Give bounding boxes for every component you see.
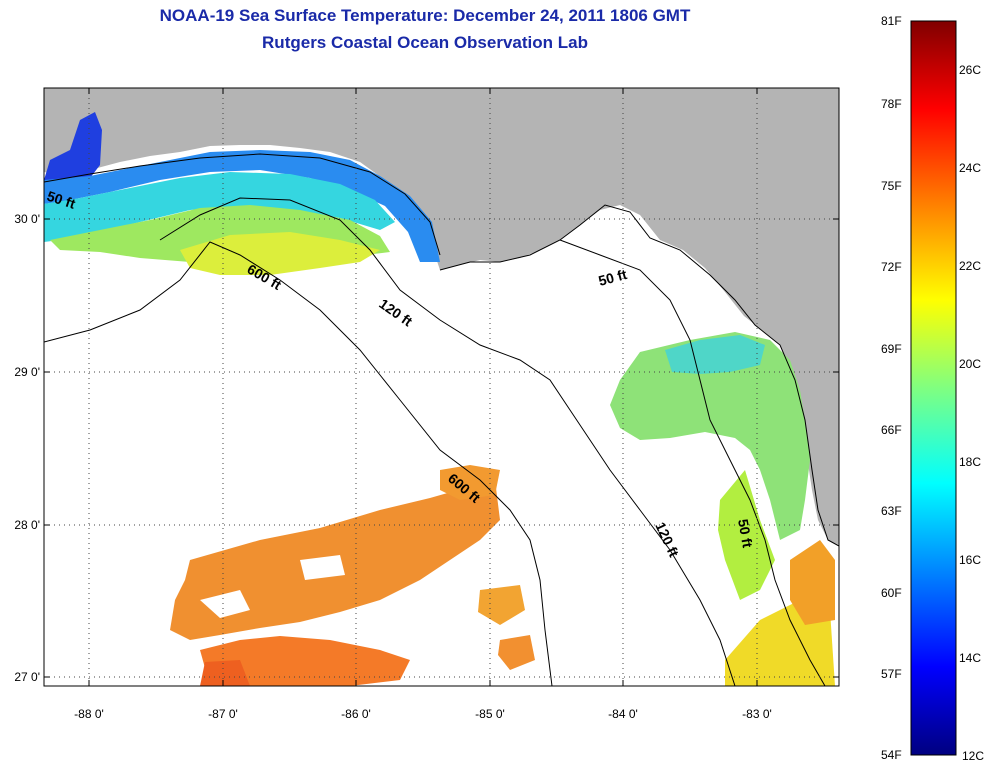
sst-shelf-yellow [180,232,380,275]
colorbar-label-f: 54F [881,748,902,762]
cloud-gap-2 [300,555,345,580]
colorbar-label-c: 24C [959,161,982,175]
colorbar-label-f: 69F [881,342,902,356]
sst-east-shelf-lime [718,470,775,600]
sst-nearshore-blue [44,150,440,262]
colorbar-label-c: 26C [959,63,982,77]
map-subtitle: Rutgers Coastal Ocean Observation Lab [262,33,588,52]
colorbar-label-f: 75F [881,179,902,193]
contour-600ft [44,241,553,686]
colorbar-label-f: 57F [881,667,902,681]
colorbar-label-f: 78F [881,97,902,111]
x-tick-label: -83 0' [742,707,772,721]
y-tick-label: 29 0' [14,365,40,379]
tick-marks [44,88,839,686]
colorbar-label-c: 22C [959,259,982,273]
sst-warm-patch-6 [498,635,535,670]
x-tick-label: -87 0' [208,707,238,721]
cloud-gap-1 [200,590,250,618]
contour-50ft-east [559,239,826,686]
x-tick-label: -84 0' [608,707,638,721]
colorbar-label-f: 81F [881,14,902,28]
x-tick-label: -86 0' [341,707,371,721]
contour-label-50ft-east: 50 ft [597,266,629,289]
contour-120ft [159,197,736,686]
x-tick-label: -88 0' [74,707,104,721]
map-border [43,87,840,687]
land-mass [44,88,839,545]
colorbar-label-f: 72F [881,260,902,274]
colorbar-label-c: 16C [959,553,982,567]
colorbar-label-c: 14C [959,651,982,665]
sst-warm-patch-3 [200,660,250,686]
map-title: NOAA-19 Sea Surface Temperature: Decembe… [159,6,691,25]
sst-warm-patch-2 [200,636,410,686]
colorbar-label-c: 12C [962,749,985,763]
sst-warm-patch-5 [478,585,525,625]
y-tick-label: 30 0' [14,212,40,226]
sst-east-shelf-cyan [665,335,765,374]
colorbar-label-f: 60F [881,586,902,600]
sst-east-shelf-green [610,332,810,540]
y-tick-label: 27 0' [14,670,40,684]
sst-south-orange [790,540,835,625]
sst-warm-patch-4 [440,465,500,500]
colorbar-label-f: 66F [881,423,902,437]
contour-50ft-west [44,153,441,256]
coastline-east [439,204,839,547]
colorbar-label-c: 18C [959,455,982,469]
colorbar-label-c: 20C [959,357,982,371]
x-tick-label: -85 0' [475,707,505,721]
colorbar [910,20,957,756]
y-tick-label: 28 0' [14,518,40,532]
colorbar-label-f: 63F [881,504,902,518]
sst-cold-bay [44,112,102,182]
contour-label-50ft-south: 50 ft [735,518,756,549]
cloud-gap-3 [360,612,410,640]
